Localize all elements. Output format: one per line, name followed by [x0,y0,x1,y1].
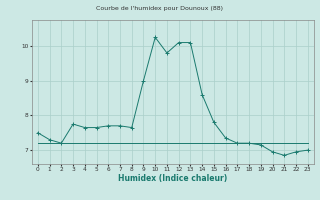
Text: Courbe de l'humidex pour Dounoux (88): Courbe de l'humidex pour Dounoux (88) [97,6,223,11]
X-axis label: Humidex (Indice chaleur): Humidex (Indice chaleur) [118,174,228,183]
